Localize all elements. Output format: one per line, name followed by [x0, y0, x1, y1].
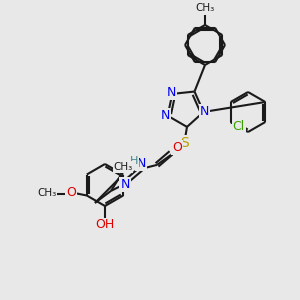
Text: CH₃: CH₃ [37, 188, 56, 199]
Text: O: O [66, 186, 76, 199]
Text: N: N [167, 86, 176, 99]
Text: Cl: Cl [232, 121, 245, 134]
Text: S: S [181, 136, 189, 150]
Text: H: H [130, 156, 138, 166]
Text: N: N [120, 178, 130, 191]
Text: N: N [161, 109, 170, 122]
Text: N: N [136, 158, 146, 170]
Text: OH: OH [95, 218, 115, 232]
Text: CH₃: CH₃ [113, 162, 133, 172]
Text: CH₃: CH₃ [195, 3, 214, 13]
Text: O: O [172, 141, 182, 154]
Text: N: N [200, 106, 209, 118]
